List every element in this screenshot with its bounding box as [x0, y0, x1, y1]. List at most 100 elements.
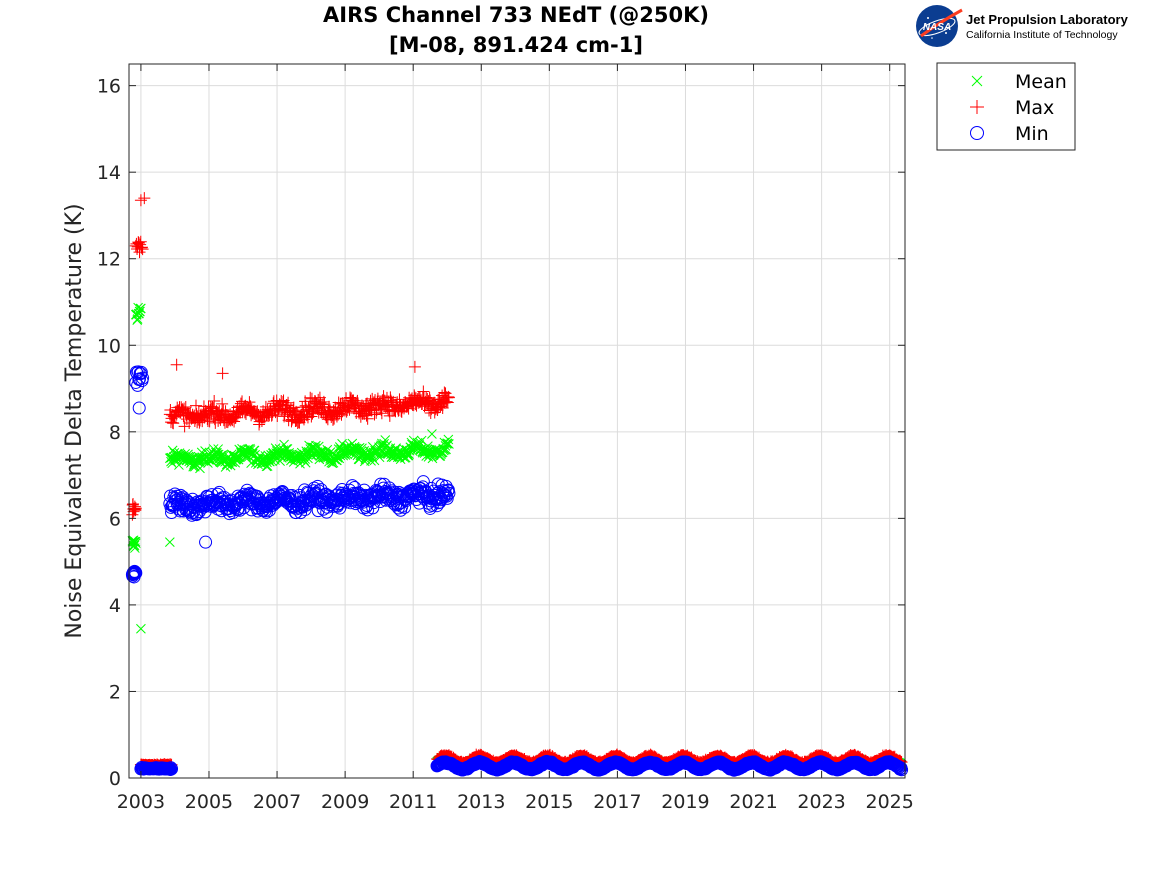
x-tick-label: 2021 — [729, 791, 777, 813]
y-axis-label: Noise Equivalent Delta Temperature (K) — [62, 203, 87, 638]
max-point — [361, 412, 374, 425]
mean-point — [427, 429, 437, 439]
mean-point — [164, 537, 175, 548]
x-tick-label: 2025 — [866, 791, 914, 813]
chart-subtitle: [M-08, 891.424 cm-1] — [389, 33, 643, 57]
min-point — [132, 401, 146, 415]
max-point — [384, 391, 397, 404]
x-tick-label: 2015 — [525, 791, 573, 813]
max-point — [208, 394, 221, 407]
y-tick-label: 16 — [97, 76, 121, 98]
min-point — [259, 505, 273, 519]
min-point — [440, 491, 454, 505]
max-point — [244, 400, 257, 413]
x-tick-labels: 2003 2005 2007 2009 2011 2013 2015 2017 2019 2021… — [117, 791, 914, 813]
max-point — [179, 400, 192, 413]
max-point — [300, 409, 313, 422]
max-point — [166, 416, 179, 429]
min-point — [174, 491, 188, 505]
mean-point — [443, 434, 454, 445]
mean-point — [136, 623, 146, 634]
x-tick-label: 2023 — [797, 791, 845, 813]
max-point — [135, 241, 148, 254]
max-point — [229, 411, 242, 424]
series-min — [125, 365, 909, 777]
max-point — [351, 394, 364, 407]
max-point — [306, 407, 319, 420]
x-tick-label: 2007 — [253, 791, 301, 813]
mean-point — [130, 538, 141, 549]
y-tick-label: 0 — [109, 768, 121, 790]
jpl-name: Jet Propulsion Laboratory — [966, 12, 1129, 27]
y-tick-label: 4 — [109, 595, 121, 617]
mean-point — [130, 536, 141, 547]
chart-title: AIRS Channel 733 NEdT (@250K) — [323, 3, 709, 27]
mean-point — [440, 444, 450, 455]
tick-marks — [129, 64, 905, 779]
x-tick-label: 2003 — [117, 791, 165, 813]
y-tick-labels: 0 2 4 6 8 10 12 14 16 — [97, 76, 121, 790]
mean-point — [233, 454, 244, 465]
min-point — [442, 486, 456, 500]
max-point — [293, 416, 306, 429]
min-point — [416, 475, 430, 489]
x-tick-label: 2011 — [389, 791, 437, 813]
max-point — [129, 502, 142, 515]
max-point — [408, 360, 421, 373]
max-point — [360, 409, 373, 422]
mean-point — [244, 448, 255, 459]
legend: Mean Max Min — [936, 62, 1076, 151]
min-point — [136, 371, 150, 385]
plot-area: 2003 2005 2007 2009 2011 2013 2015 2017 2019 2021… — [97, 63, 914, 813]
max-point — [135, 241, 148, 254]
max-point — [350, 396, 363, 409]
max-point — [305, 392, 318, 405]
x-tick-label: 2017 — [593, 791, 641, 813]
max-point — [377, 390, 390, 403]
legend-marker-x-icon — [971, 75, 983, 87]
max-point — [333, 407, 346, 420]
y-tick-label: 6 — [109, 508, 121, 530]
max-point — [436, 402, 449, 415]
max-point — [267, 397, 280, 410]
max-point — [178, 420, 191, 433]
min-point — [441, 484, 455, 498]
axes-background — [129, 64, 905, 778]
max-point — [134, 235, 147, 248]
max-point — [193, 416, 206, 429]
max-point — [167, 417, 180, 430]
max-point — [442, 391, 455, 404]
legend-label-mean: Mean — [1015, 71, 1067, 93]
max-point — [205, 407, 218, 420]
min-point — [129, 566, 143, 580]
max-point — [421, 392, 434, 405]
y-tick-label: 12 — [97, 249, 121, 271]
legend-marker-plus-icon — [970, 100, 984, 114]
min-point — [199, 535, 213, 549]
max-point — [282, 396, 295, 409]
max-point — [170, 358, 183, 371]
x-tick-label: 2009 — [321, 791, 369, 813]
legend-marker-circle-icon — [970, 126, 984, 140]
max-point — [354, 410, 367, 423]
legend-item-min: Min — [970, 123, 1049, 145]
max-point — [134, 194, 147, 207]
y-tick-label: 8 — [109, 422, 121, 444]
mean-point — [444, 439, 454, 449]
legend-item-max: Max — [970, 97, 1054, 119]
axes-box — [128, 63, 906, 779]
min-point — [165, 762, 179, 776]
nasa-logo-text: NASA — [923, 22, 951, 33]
min-point — [895, 763, 909, 777]
jpl-logo: NASA Jet Propulsion Laboratory Californi… — [916, 5, 1129, 47]
mean-point — [380, 435, 391, 445]
max-point — [328, 412, 341, 425]
mean-point — [374, 452, 385, 463]
legend-label-max: Max — [1015, 97, 1054, 119]
max-point — [318, 398, 331, 411]
legend-item-mean: Mean — [971, 71, 1067, 93]
mean-point — [129, 540, 140, 551]
x-tick-label: 2019 — [661, 791, 709, 813]
max-point — [317, 395, 330, 408]
